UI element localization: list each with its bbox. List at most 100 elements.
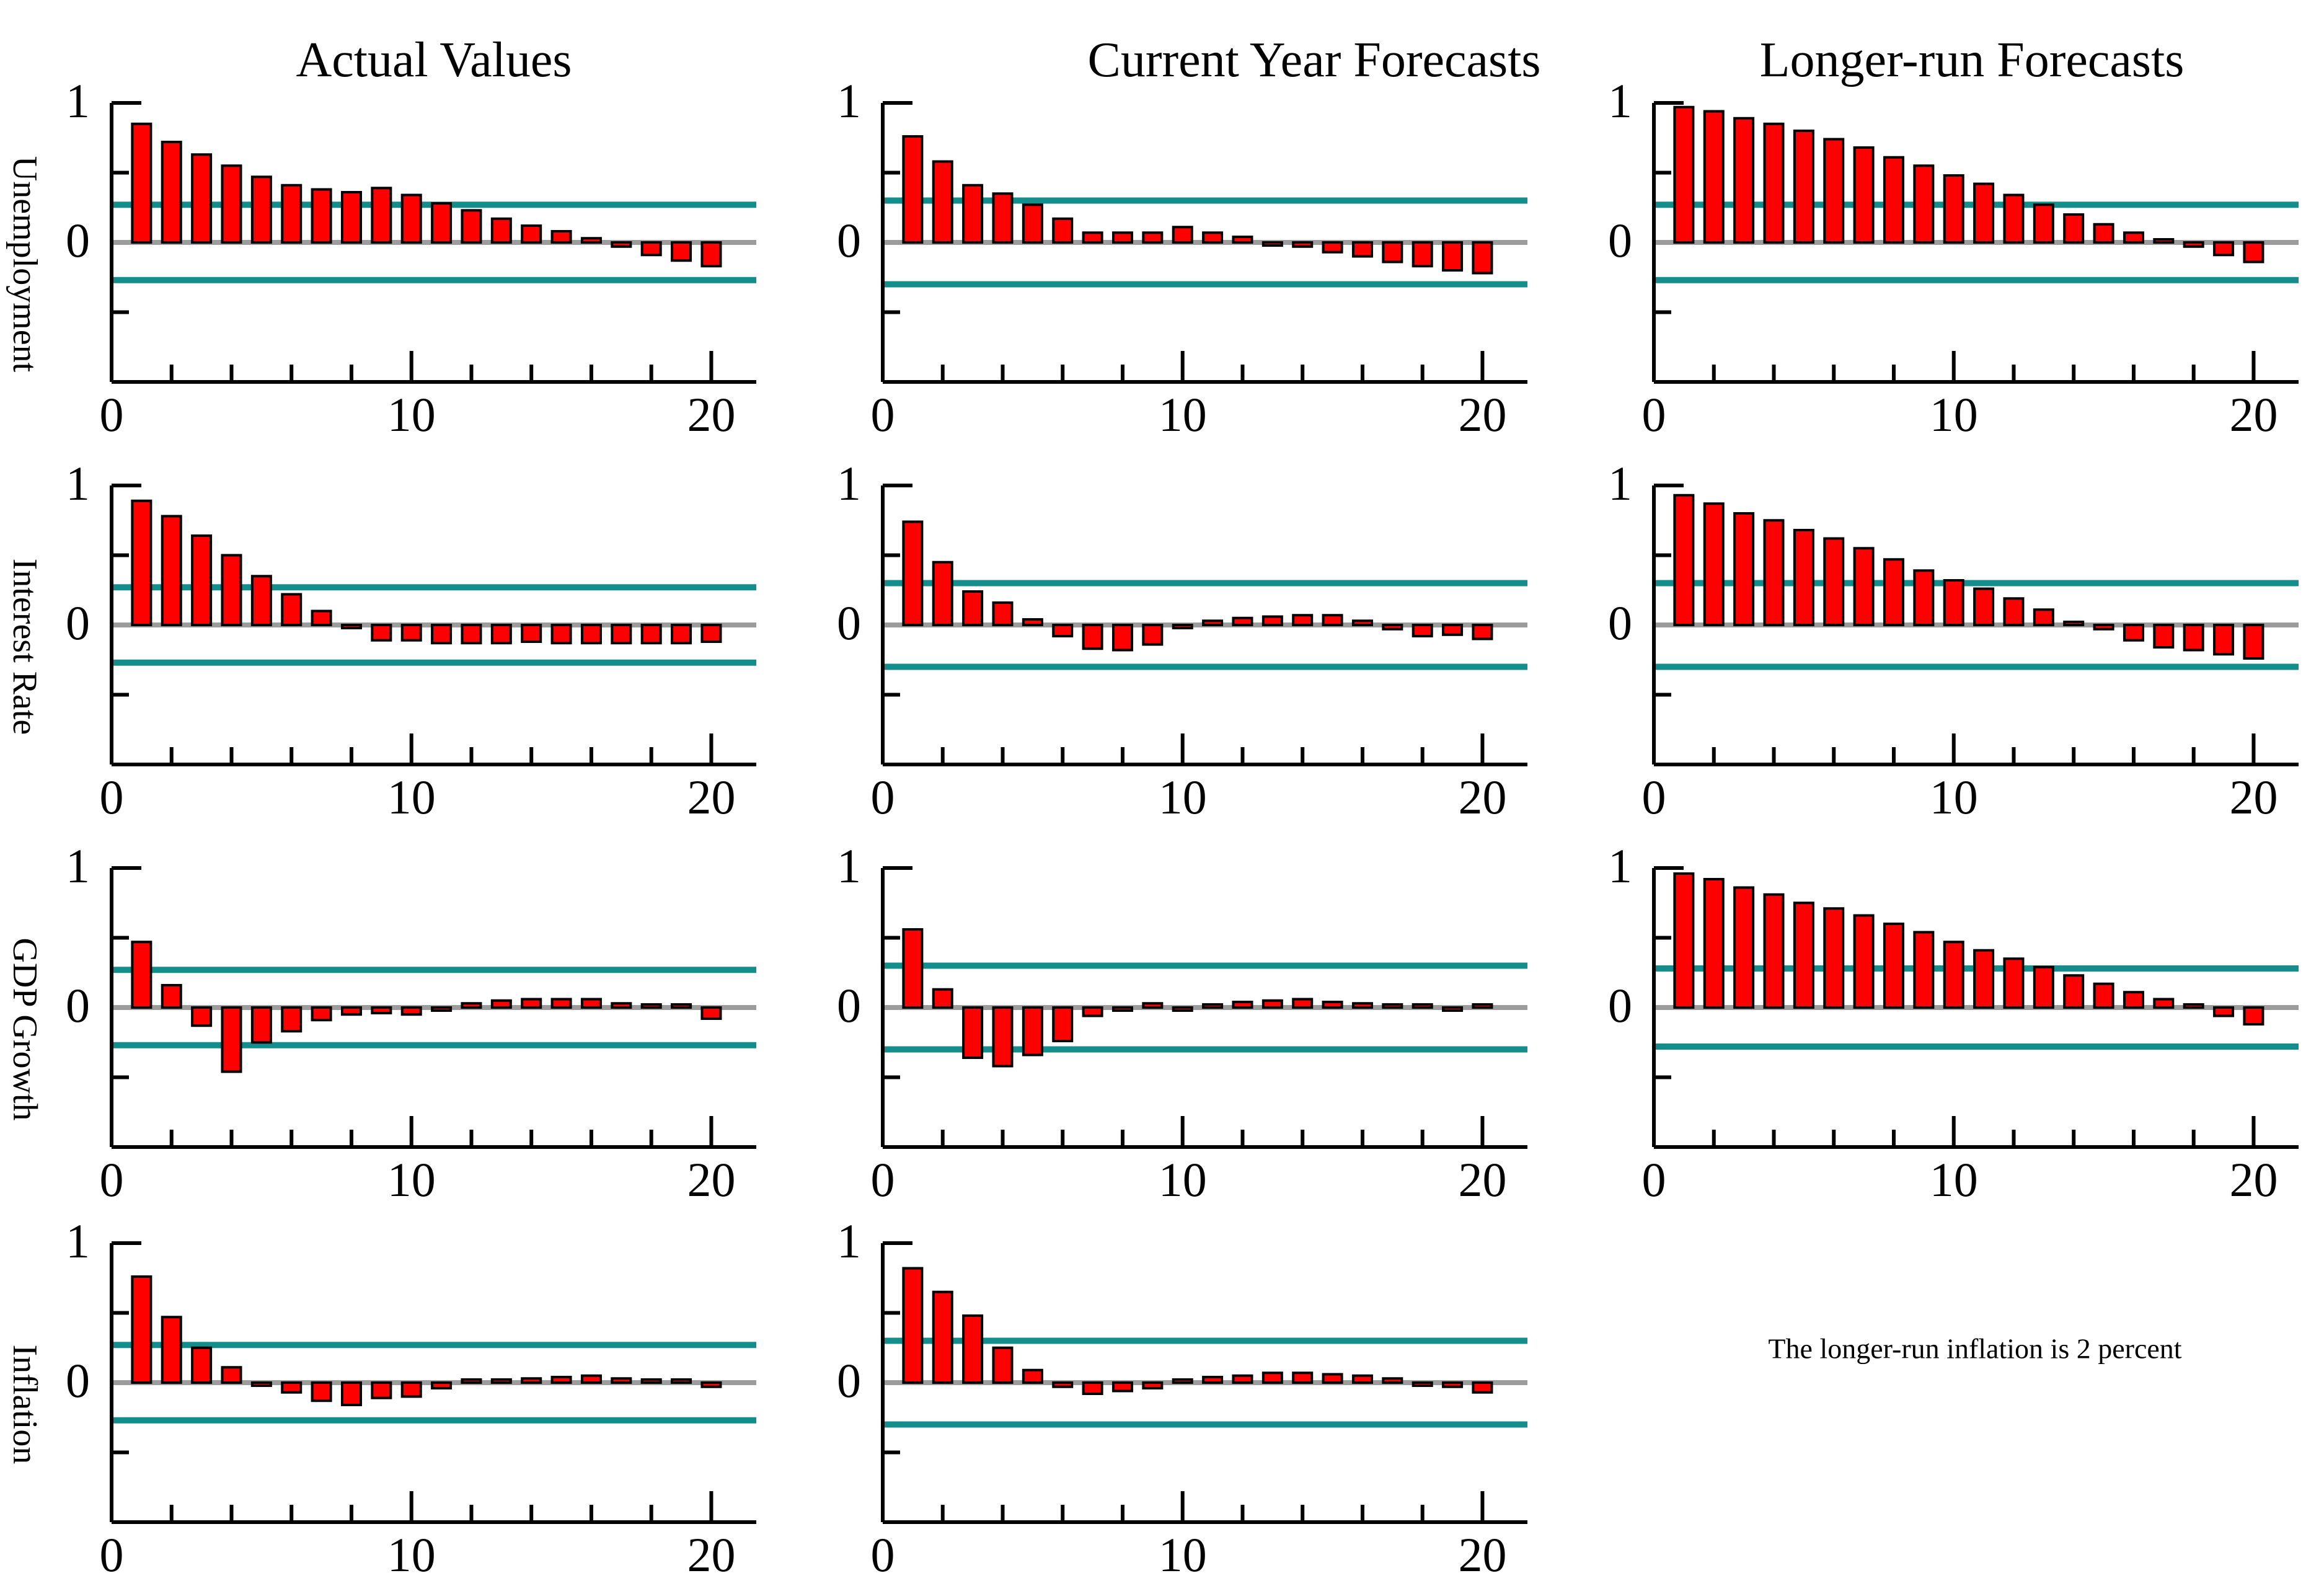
acf-bar bbox=[1382, 1003, 1403, 1009]
acf-bar bbox=[2243, 1006, 2264, 1026]
acf-bar bbox=[902, 928, 924, 1009]
y-tick-label: 0 bbox=[837, 1353, 861, 1407]
acf-bar bbox=[2033, 965, 2054, 1009]
acf-bar bbox=[221, 1366, 242, 1384]
acf-bar bbox=[1172, 226, 1193, 244]
acf-bar bbox=[431, 202, 453, 244]
acf-bars bbox=[131, 499, 722, 645]
acf-bar bbox=[1351, 1374, 1373, 1384]
acf-bar bbox=[1823, 138, 1845, 244]
acf-bar bbox=[611, 241, 632, 248]
acf-bar bbox=[1703, 878, 1725, 1009]
acf-bar bbox=[992, 601, 1014, 626]
acf-bar bbox=[2243, 624, 2264, 660]
acf-bar bbox=[2033, 608, 2054, 626]
y-tick-label: 0 bbox=[837, 595, 861, 650]
acf-bar bbox=[1351, 1002, 1373, 1009]
y-tick-label: 0 bbox=[1608, 595, 1632, 650]
x-tick-label: 20 bbox=[687, 1528, 736, 1582]
column-title-longer-run-forecasts: Longer-run Forecasts bbox=[1759, 33, 2185, 87]
x-tick-label: 20 bbox=[2229, 388, 2278, 441]
acf-bar bbox=[1202, 231, 1224, 244]
acf-panel-r2c0 bbox=[110, 866, 756, 1149]
acf-panel-r2c1 bbox=[881, 866, 1527, 1149]
acf-bar bbox=[1853, 146, 1875, 244]
acf-bar bbox=[700, 241, 722, 268]
acf-bar bbox=[671, 1003, 692, 1009]
acf-bar bbox=[611, 1002, 632, 1009]
acf-bar bbox=[1142, 231, 1164, 244]
acf-bar bbox=[1472, 1381, 1493, 1394]
acf-bar bbox=[550, 998, 572, 1009]
acf-bar bbox=[1111, 1006, 1133, 1012]
acf-bar bbox=[311, 1381, 332, 1402]
x-tick-label: 0 bbox=[870, 1153, 895, 1207]
x-tick-label: 20 bbox=[687, 770, 736, 824]
x-tick-label: 0 bbox=[870, 388, 895, 441]
acf-bar bbox=[2033, 203, 2054, 244]
acf-bar bbox=[2003, 957, 2025, 1009]
acf-bar bbox=[1142, 1381, 1164, 1389]
x-tick-label: 20 bbox=[1458, 1528, 1507, 1582]
acf-bar bbox=[1172, 1006, 1193, 1012]
acf-bar bbox=[1052, 624, 1074, 637]
acf-bar bbox=[2063, 213, 2085, 244]
acf-bars bbox=[131, 122, 722, 268]
acf-bar bbox=[640, 1003, 662, 1009]
x-tick-label: 10 bbox=[1158, 388, 1207, 441]
acf-bar bbox=[1261, 615, 1283, 626]
acf-bar bbox=[461, 209, 482, 244]
acf-bar bbox=[1913, 931, 1935, 1009]
acf-bar bbox=[1261, 241, 1283, 247]
acf-panel-r1c1 bbox=[881, 484, 1527, 766]
x-tick-label: 10 bbox=[1158, 1528, 1207, 1582]
x-tick-label: 10 bbox=[1158, 770, 1207, 824]
acf-bar bbox=[992, 1346, 1014, 1384]
y-tick-label: 1 bbox=[66, 838, 90, 893]
acf-bar bbox=[671, 241, 692, 262]
acf-bar bbox=[490, 624, 512, 645]
acf-bar bbox=[611, 1377, 632, 1384]
acf-bar bbox=[191, 534, 213, 626]
acf-bars bbox=[1673, 105, 2264, 264]
acf-bar bbox=[1292, 998, 1314, 1009]
x-tick-label: 10 bbox=[387, 388, 436, 441]
acf-panel-r1c2 bbox=[1652, 484, 2299, 766]
acf-bar bbox=[1111, 624, 1133, 652]
acf-bar bbox=[1973, 949, 1995, 1009]
acf-bar bbox=[1733, 886, 1755, 1009]
y-tick-label: 1 bbox=[66, 1213, 90, 1268]
acf-bar bbox=[461, 1002, 482, 1009]
acf-bar bbox=[580, 237, 602, 244]
acf-bar bbox=[1022, 1368, 1043, 1384]
acf-bar bbox=[1232, 1001, 1253, 1009]
acf-bar bbox=[1973, 182, 1995, 244]
x-tick-label: 0 bbox=[99, 388, 124, 441]
acf-bar bbox=[340, 1381, 362, 1406]
acf-bar bbox=[2183, 624, 2204, 652]
acf-bars bbox=[131, 941, 722, 1073]
acf-bar bbox=[1232, 236, 1253, 244]
x-tick-label: 10 bbox=[387, 1528, 436, 1582]
longer-run-inflation-note: The longer-run inflation is 2 percent bbox=[1768, 1332, 2182, 1365]
acf-bar bbox=[1172, 624, 1193, 629]
acf-bar bbox=[2213, 1006, 2235, 1017]
acf-bar bbox=[1382, 1377, 1403, 1384]
acf-bar bbox=[250, 1381, 272, 1387]
acf-bar bbox=[1472, 624, 1493, 640]
acf-bar bbox=[431, 1006, 453, 1012]
acf-bar bbox=[2123, 231, 2144, 244]
acf-bar bbox=[580, 1374, 602, 1384]
acf-bar bbox=[2063, 621, 2085, 626]
acf-bar bbox=[992, 192, 1014, 244]
acf-bar bbox=[1673, 494, 1695, 626]
acf-bar bbox=[1142, 624, 1164, 646]
acf-bar bbox=[1082, 1381, 1103, 1395]
x-tick-label: 20 bbox=[1458, 1153, 1507, 1207]
x-tick-label: 20 bbox=[687, 1153, 736, 1207]
acf-bar bbox=[1763, 893, 1785, 1009]
acf-bar bbox=[191, 1346, 213, 1384]
acf-bar bbox=[1082, 1006, 1103, 1017]
acf-bar bbox=[250, 1006, 272, 1044]
acf-bar bbox=[1943, 941, 1964, 1009]
